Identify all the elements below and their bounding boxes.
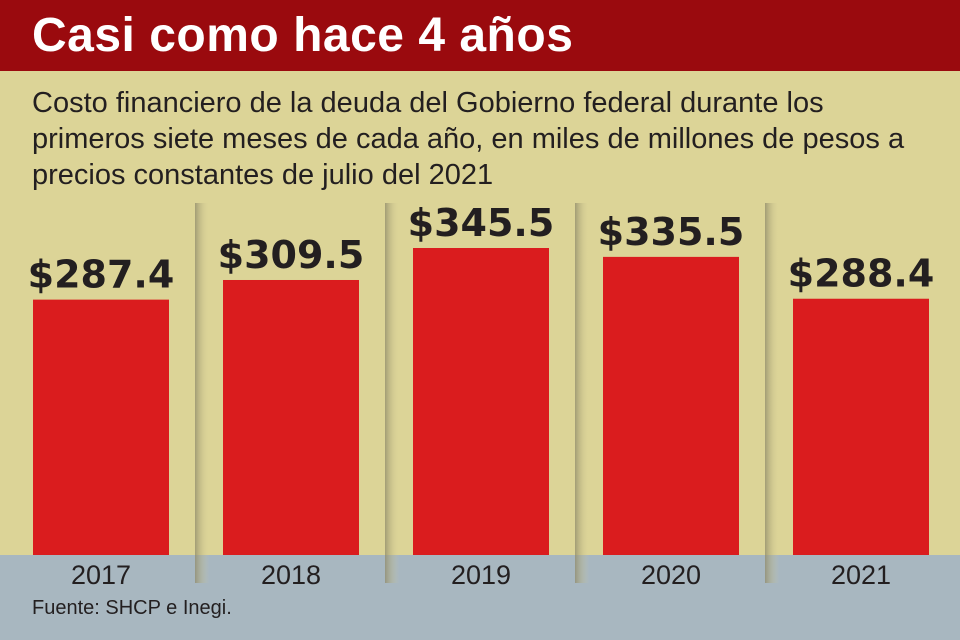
x-tick-label-2019: 2019 (451, 560, 511, 590)
x-tick-label-2020: 2020 (641, 560, 701, 590)
data-label-2021: $288.4 (788, 252, 935, 296)
footer-band (0, 555, 960, 640)
source-note: Fuente: SHCP e Inegi. (32, 597, 232, 619)
column-divider (765, 203, 779, 583)
bar-2017 (33, 299, 169, 555)
bar-2018 (223, 279, 359, 555)
bar-2020 (603, 256, 739, 555)
chart-title: Casi como hace 4 años (32, 9, 574, 62)
data-label-2017: $287.4 (28, 253, 175, 297)
data-label-2018: $309.5 (218, 233, 365, 277)
column-divider (385, 203, 399, 583)
bar-2021 (793, 298, 929, 555)
data-label-2020: $335.5 (598, 210, 745, 254)
bar-2019 (413, 248, 549, 555)
x-tick-label-2021: 2021 (831, 560, 891, 590)
x-tick-label-2017: 2017 (71, 560, 131, 590)
chart-subtitle: Costo financiero de la deuda del Gobiern… (32, 87, 905, 191)
column-divider (195, 203, 209, 583)
data-label-2019: $345.5 (408, 201, 555, 245)
column-divider (575, 203, 589, 583)
x-tick-label-2018: 2018 (261, 560, 321, 590)
header-band: Casi como hace 4 años (0, 0, 960, 71)
